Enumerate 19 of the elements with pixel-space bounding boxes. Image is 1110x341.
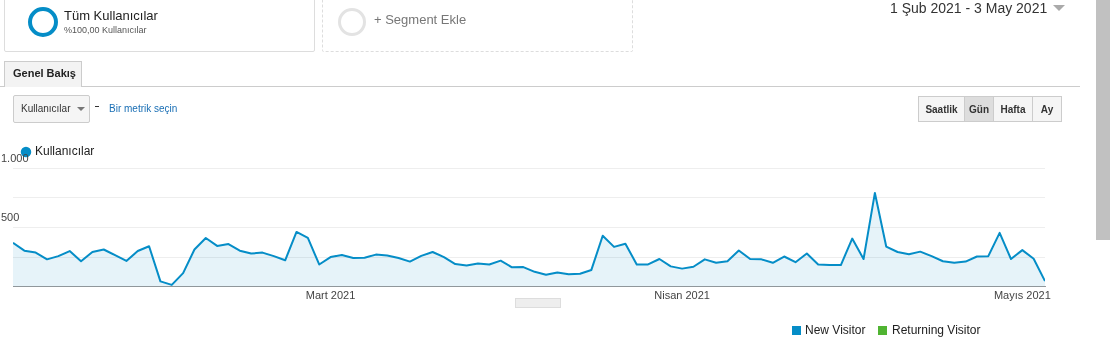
text: New Visitor <box>805 323 866 337</box>
text: Kullanıcılar <box>21 103 71 114</box>
text: Genel Bakış <box>13 67 76 79</box>
text: Returning Visitor <box>892 323 981 337</box>
x-tick-label: Nisan 2021 <box>654 289 710 302</box>
x-tick-label: Mayıs 2021 <box>993 289 1051 302</box>
text: Tüm Kullanıcılar <box>64 8 158 23</box>
text: Ay <box>1032 96 1062 122</box>
legend-label: Kullanıcılar <box>35 144 95 159</box>
text: Gün <box>964 96 994 122</box>
x-tick-label: Mart 2021 <box>305 289 356 302</box>
text: 1 Şub 2021 - 3 May 2021 <box>890 0 1048 16</box>
text: Saatlik <box>918 96 965 122</box>
y-tick-label: 500 <box>1 211 20 224</box>
text: + Segment Ekle <box>374 12 467 27</box>
y-tick-label: 1.000 <box>1 152 29 165</box>
text: Bir metrik seçin <box>109 103 178 114</box>
text: Hafta <box>993 96 1033 122</box>
text: %100,00 Kullanıcılar <box>64 25 147 35</box>
